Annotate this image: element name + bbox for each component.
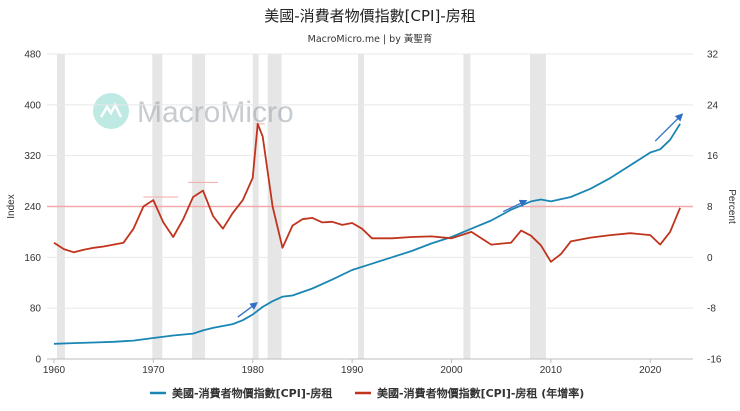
y-left-tick-label: 480 [24,50,41,61]
y-right-tick-label: -16 [707,355,722,366]
trend-arrow [237,302,258,318]
reference-lines [47,123,693,208]
y-left-tick-label: 160 [24,253,41,264]
watermark-text: MacroMicro [137,96,294,129]
watermark: MacroMicro [93,93,294,129]
x-tick-label: 2020 [639,365,662,376]
y-left-tick-label: 240 [24,202,41,213]
y-left-tick-label: 0 [35,355,41,366]
y-left-axis-label: Index [6,194,17,218]
y-right-tick-label: 0 [707,253,713,264]
y-right-axis-label: Percent [726,189,737,224]
x-tick-label: 1960 [43,365,66,376]
y-right-tick-label: 32 [707,50,719,61]
x-tick-label: 1990 [341,365,364,376]
x-tick-label: 1970 [142,365,165,376]
y-left-tick-label: 80 [30,304,42,315]
y-right-tick-label: 16 [707,151,719,162]
legend[interactable]: 美國-消費者物價指數[CPI]-房租 美國-消費者物價指數[CPI]-房租 (年增… [150,386,584,400]
trend-arrow [502,199,528,213]
y-left-tick-label: 320 [24,151,41,162]
axes: 0 80 160 240 320 400 480 -16 -8 0 8 16 24 32 1960 1970 1… [6,50,737,377]
chart-subtitle: MacroMicro.me | by 黃聖育 [308,33,433,45]
watermark-logo-mark [99,102,123,118]
y-right-tick-label: -8 [707,304,716,315]
chart-title: 美國-消費者物價指數[CPI]-房租 [264,7,475,25]
y-right-tick-label: 24 [707,100,719,111]
series-line-1 [53,123,681,345]
legend-label-1: 美國-消費者物價指數[CPI]-房租 [172,386,332,400]
series-line-2 [53,123,681,263]
legend-label-2: 美國-消費者物價指數[CPI]-房租 (年增率) [377,386,584,400]
trend-arrow [654,113,684,142]
series [53,123,681,345]
y-left-tick-label: 400 [24,100,41,111]
x-tick-label: 2010 [540,365,563,376]
x-tick-label: 2000 [440,365,463,376]
x-tick-label: 1980 [242,365,265,376]
trend-arrows [237,113,684,318]
y-right-tick-label: 8 [707,202,713,213]
